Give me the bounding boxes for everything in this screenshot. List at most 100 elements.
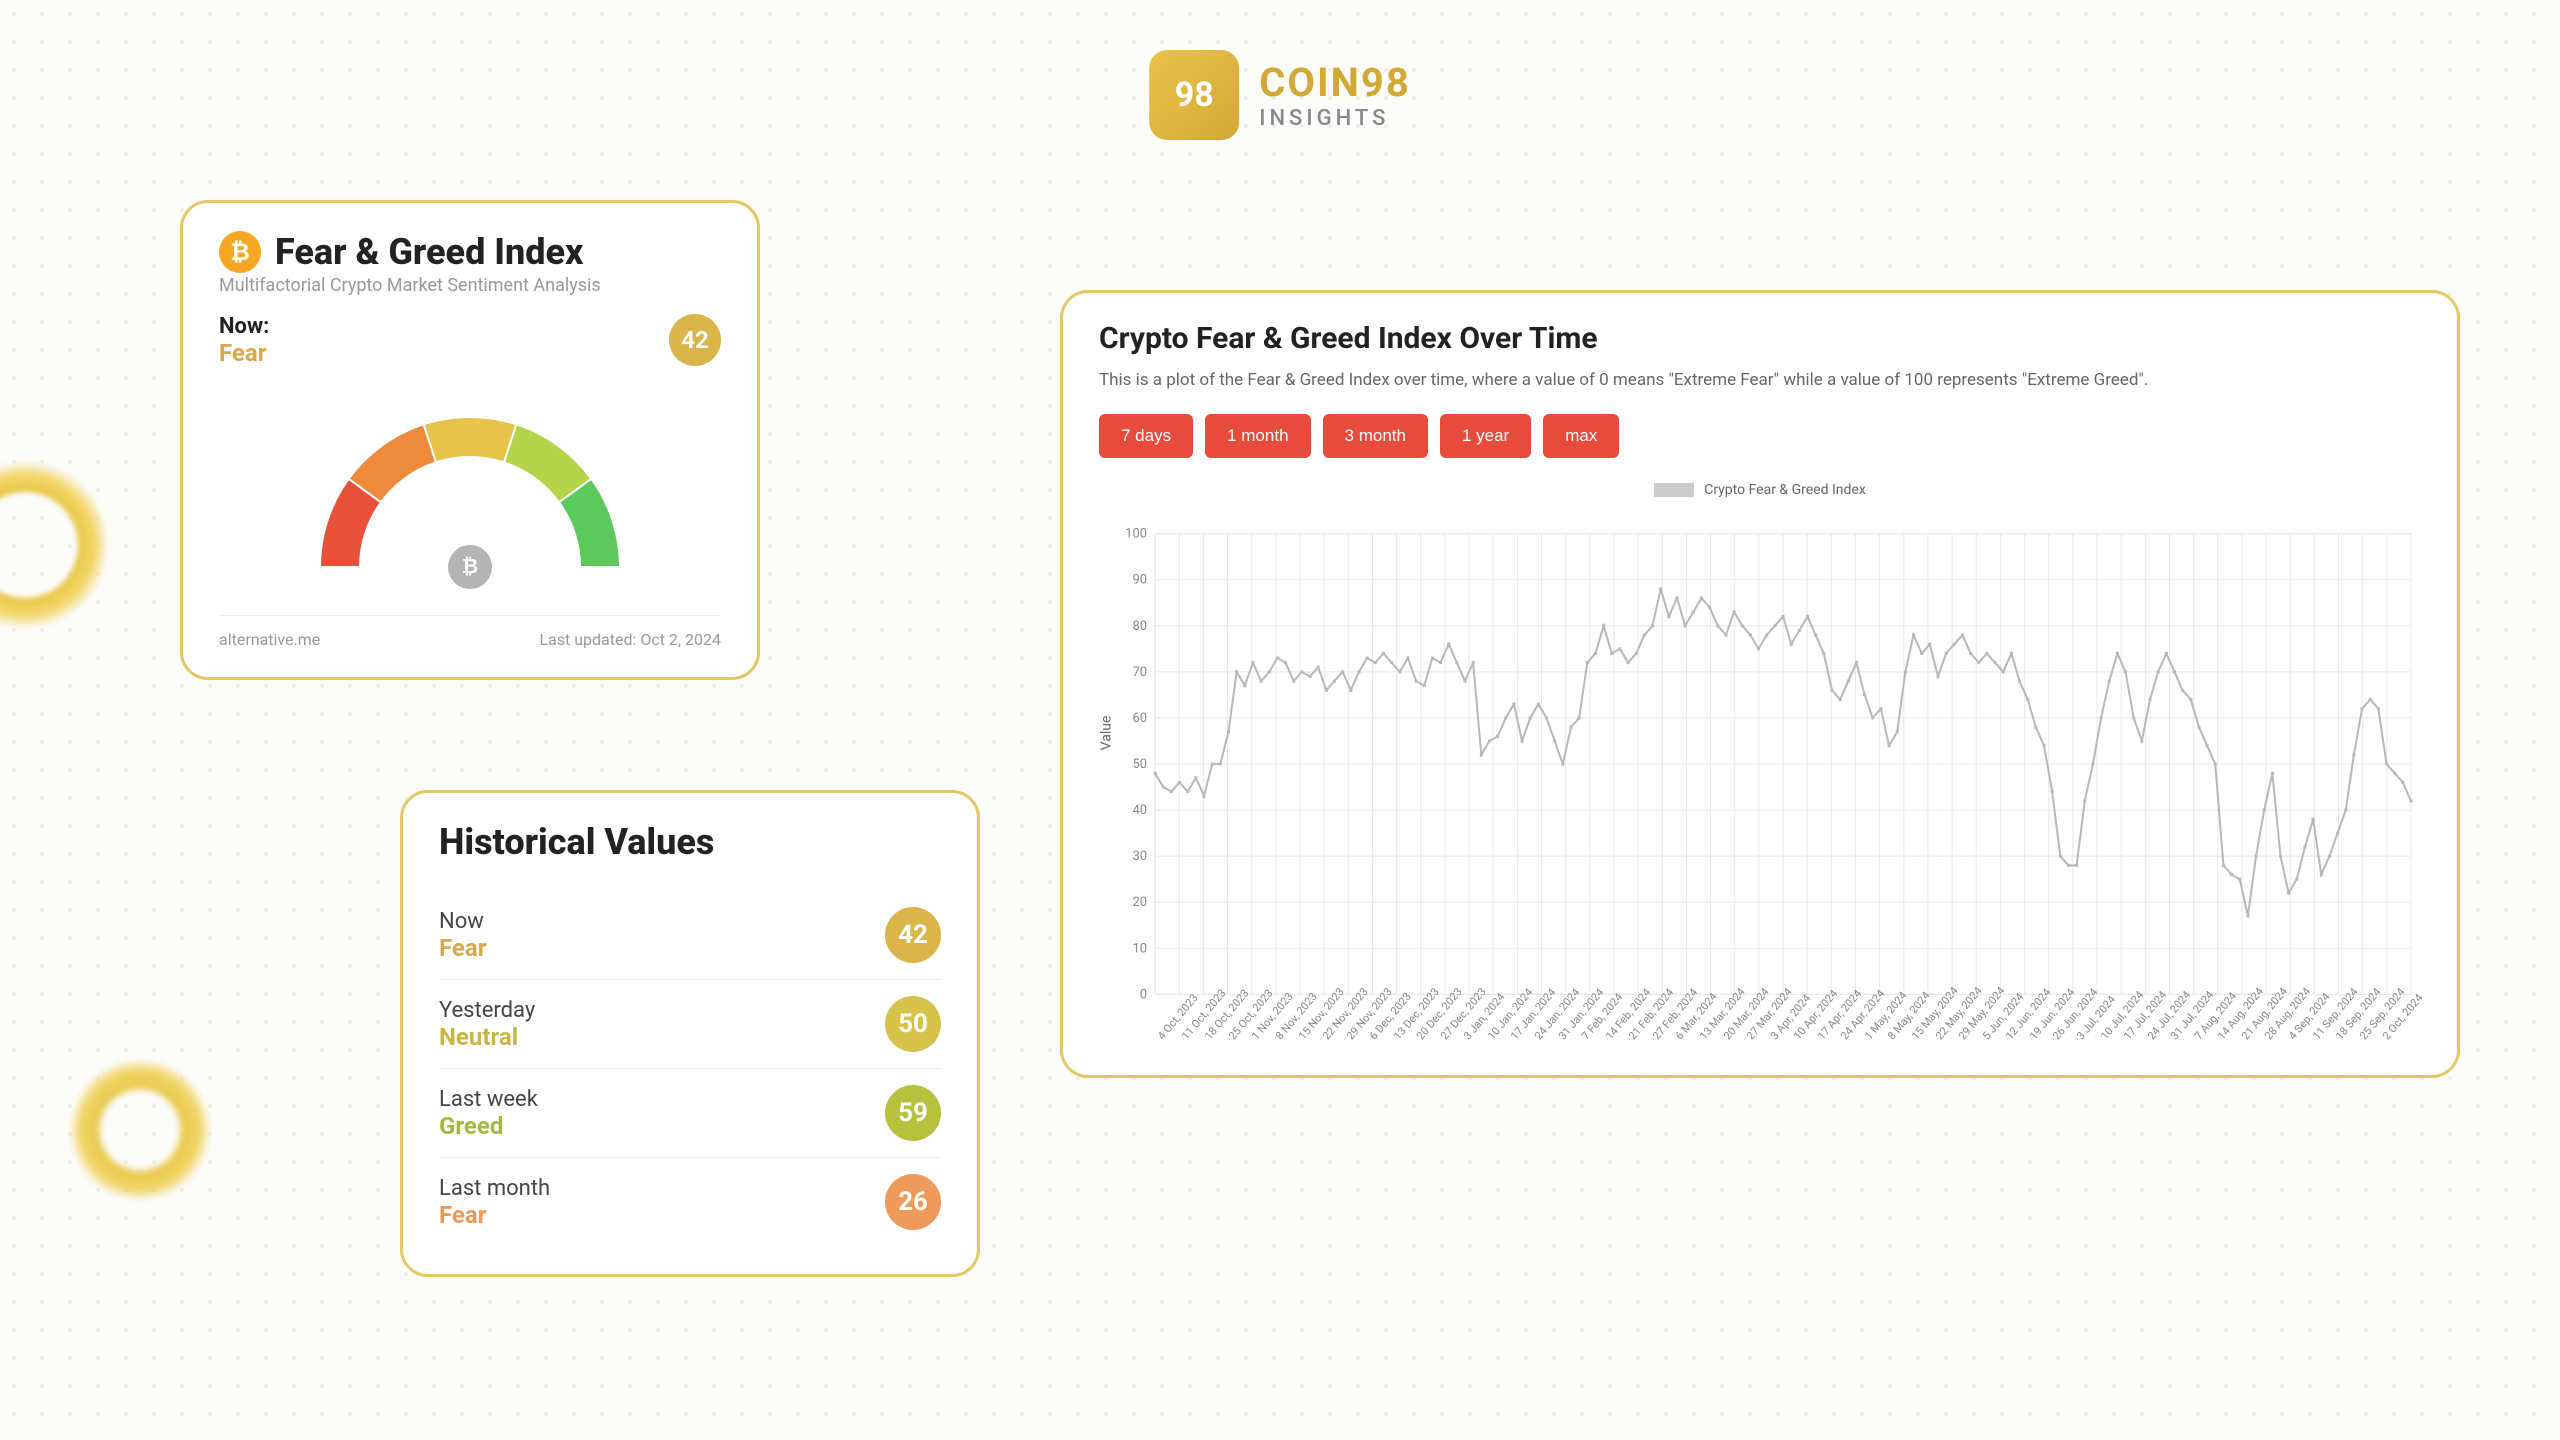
legend-label: Crypto Fear & Greed Index xyxy=(1704,482,1866,498)
x-axis-tick-label: 14 Feb, 2024 xyxy=(1603,1034,1613,1042)
gauge-source: alternative.me xyxy=(219,630,320,649)
now-label: Now: xyxy=(219,314,269,339)
x-axis-tick-label: 10 Jan, 2024 xyxy=(1485,1034,1495,1042)
svg-text:80: 80 xyxy=(1132,619,1147,634)
x-axis-tick-label: 24 Apr, 2024 xyxy=(1838,1034,1848,1042)
x-axis-tick-label: 21 Aug, 2024 xyxy=(2239,1034,2249,1042)
historical-value-badge: 59 xyxy=(885,1085,941,1141)
svg-text:50: 50 xyxy=(1132,757,1147,772)
x-axis-tick-label: 11 Oct, 2023 xyxy=(1179,1034,1189,1042)
x-axis-tick-label: 4 Sep, 2024 xyxy=(2286,1034,2296,1042)
x-axis-tick-label: 8 May, 2024 xyxy=(1885,1034,1895,1042)
logo-badge: 98 xyxy=(1149,50,1239,140)
gauge-meter: ₿ xyxy=(280,377,660,597)
x-axis-labels: 4 Oct, 2023 11 Oct, 2023 18 Oct, 2023 25 Oc… xyxy=(1099,1034,2421,1047)
logo-subtitle: INSIGHTS xyxy=(1259,106,1411,131)
svg-text:₿: ₿ xyxy=(462,554,478,578)
x-axis-tick-label: 10 Jul, 2024 xyxy=(2098,1034,2108,1042)
historical-value-badge: 26 xyxy=(885,1174,941,1230)
x-axis-tick-label: 22 May, 2024 xyxy=(1933,1034,1943,1042)
x-axis-tick-label: 31 Jul, 2024 xyxy=(2168,1034,2178,1042)
x-axis-tick-label: 20 Dec, 2023 xyxy=(1414,1034,1424,1042)
range-button-1-year[interactable]: 1 year xyxy=(1440,414,1531,458)
x-axis-tick-label: 1 Nov, 2023 xyxy=(1249,1034,1259,1042)
range-button-max[interactable]: max xyxy=(1543,414,1619,458)
svg-text:10: 10 xyxy=(1132,941,1147,956)
x-axis-tick-label: 20 Mar, 2024 xyxy=(1721,1034,1731,1042)
range-button-3-month[interactable]: 3 month xyxy=(1323,414,1428,458)
line-chart: 0102030405060708090100 xyxy=(1099,504,2421,1024)
x-axis-tick-label: 27 Dec, 2023 xyxy=(1438,1034,1448,1042)
x-axis-tick-label: 24 Jan, 2024 xyxy=(1532,1034,1542,1042)
gauge-title: Fear & Greed Index xyxy=(275,231,583,273)
svg-text:90: 90 xyxy=(1132,573,1147,588)
chart-card: Crypto Fear & Greed Index Over Time This… xyxy=(1060,290,2460,1078)
x-axis-tick-label: 5 Jun, 2024 xyxy=(1980,1034,1990,1042)
historical-period: Last month xyxy=(439,1176,550,1201)
historical-value-badge: 42 xyxy=(885,907,941,963)
historical-period: Yesterday xyxy=(439,998,535,1023)
x-axis-tick-label: 26 Jun, 2024 xyxy=(2050,1034,2060,1042)
range-button-7-days[interactable]: 7 days xyxy=(1099,414,1193,458)
y-axis-label: Value xyxy=(1098,715,1114,750)
x-axis-tick-label: 15 Nov, 2023 xyxy=(1296,1034,1306,1042)
x-axis-tick-label: 7 Feb, 2024 xyxy=(1579,1034,1589,1042)
legend-swatch xyxy=(1654,483,1694,497)
x-axis-tick-label: 25 Oct, 2023 xyxy=(1226,1034,1236,1042)
x-axis-tick-label: 15 May, 2024 xyxy=(1909,1034,1919,1042)
now-sentiment: Fear xyxy=(219,339,269,367)
svg-text:70: 70 xyxy=(1132,665,1147,680)
x-axis-tick-label: 2 Oct, 2024 xyxy=(2380,1034,2390,1042)
x-axis-tick-label: 31 Jan, 2024 xyxy=(1556,1034,1566,1042)
x-axis-tick-label: 21 Feb, 2024 xyxy=(1626,1034,1636,1042)
x-axis-tick-label: 8 Nov, 2023 xyxy=(1273,1034,1283,1042)
gauge-updated: Last updated: Oct 2, 2024 xyxy=(539,630,721,649)
chart-legend: Crypto Fear & Greed Index xyxy=(1099,482,2421,498)
x-axis-tick-label: 28 Aug, 2024 xyxy=(2262,1034,2272,1042)
historical-row: Now Fear 42 xyxy=(439,891,941,980)
chart-title: Crypto Fear & Greed Index Over Time xyxy=(1099,321,2421,356)
x-axis-tick-label: 6 Dec, 2023 xyxy=(1367,1034,1377,1042)
x-axis-tick-label: 17 Jan, 2024 xyxy=(1508,1034,1518,1042)
x-axis-tick-label: 4 Oct, 2023 xyxy=(1155,1034,1165,1042)
historical-values-card: Historical Values Now Fear 42 Yesterday … xyxy=(400,790,980,1277)
range-button-group: 7 days 1 month 3 month 1 year max xyxy=(1099,414,2421,458)
now-value-badge: 42 xyxy=(669,314,721,366)
svg-text:30: 30 xyxy=(1132,849,1147,864)
historical-sentiment: Greed xyxy=(439,1112,538,1140)
x-axis-tick-label: 7 Aug, 2024 xyxy=(2192,1034,2202,1042)
chart-description: This is a plot of the Fear & Greed Index… xyxy=(1099,370,2421,390)
svg-text:20: 20 xyxy=(1132,895,1147,910)
svg-text:60: 60 xyxy=(1132,711,1147,726)
x-axis-tick-label: 13 Dec, 2023 xyxy=(1391,1034,1401,1042)
logo-brand: COIN98 xyxy=(1259,59,1411,106)
bitcoin-icon: ₿ xyxy=(219,231,261,273)
svg-text:0: 0 xyxy=(1140,987,1147,1002)
x-axis-tick-label: 1 May, 2024 xyxy=(1862,1034,1872,1042)
x-axis-tick-label: 6 Mar, 2024 xyxy=(1673,1034,1683,1042)
x-axis-tick-label: 29 Nov, 2023 xyxy=(1344,1034,1354,1042)
fear-greed-gauge-card: ₿ Fear & Greed Index Multifactorial Cryp… xyxy=(180,200,760,680)
logo-badge-text: 98 xyxy=(1175,75,1214,115)
x-axis-tick-label: 29 May, 2024 xyxy=(1956,1034,1966,1042)
historical-sentiment: Neutral xyxy=(439,1023,535,1051)
x-axis-tick-label: 13 Mar, 2024 xyxy=(1697,1034,1707,1042)
range-button-1-month[interactable]: 1 month xyxy=(1205,414,1310,458)
historical-row: Last month Fear 26 xyxy=(439,1158,941,1246)
x-axis-tick-label: 18 Oct, 2023 xyxy=(1202,1034,1212,1042)
x-axis-tick-label: 3 Jul, 2024 xyxy=(2074,1034,2084,1042)
historical-sentiment: Fear xyxy=(439,934,487,962)
x-axis-tick-label: 11 Sep, 2024 xyxy=(2310,1034,2320,1042)
historical-row: Yesterday Neutral 50 xyxy=(439,980,941,1069)
svg-text:100: 100 xyxy=(1125,527,1147,542)
x-axis-tick-label: 22 Nov, 2023 xyxy=(1320,1034,1330,1042)
logo: 98 COIN98 INSIGHTS xyxy=(1149,50,1411,140)
x-axis-tick-label: 12 Jun, 2024 xyxy=(2003,1034,2013,1042)
historical-value-badge: 50 xyxy=(885,996,941,1052)
x-axis-tick-label: 25 Sep, 2024 xyxy=(2357,1034,2367,1042)
historical-sentiment: Fear xyxy=(439,1201,550,1229)
x-axis-tick-label: 19 Jun, 2024 xyxy=(2027,1034,2037,1042)
x-axis-tick-label: 18 Sep, 2024 xyxy=(2333,1034,2343,1042)
x-axis-tick-label: 3 Apr, 2024 xyxy=(1768,1034,1778,1042)
x-axis-tick-label: 24 Jul, 2024 xyxy=(2145,1034,2155,1042)
